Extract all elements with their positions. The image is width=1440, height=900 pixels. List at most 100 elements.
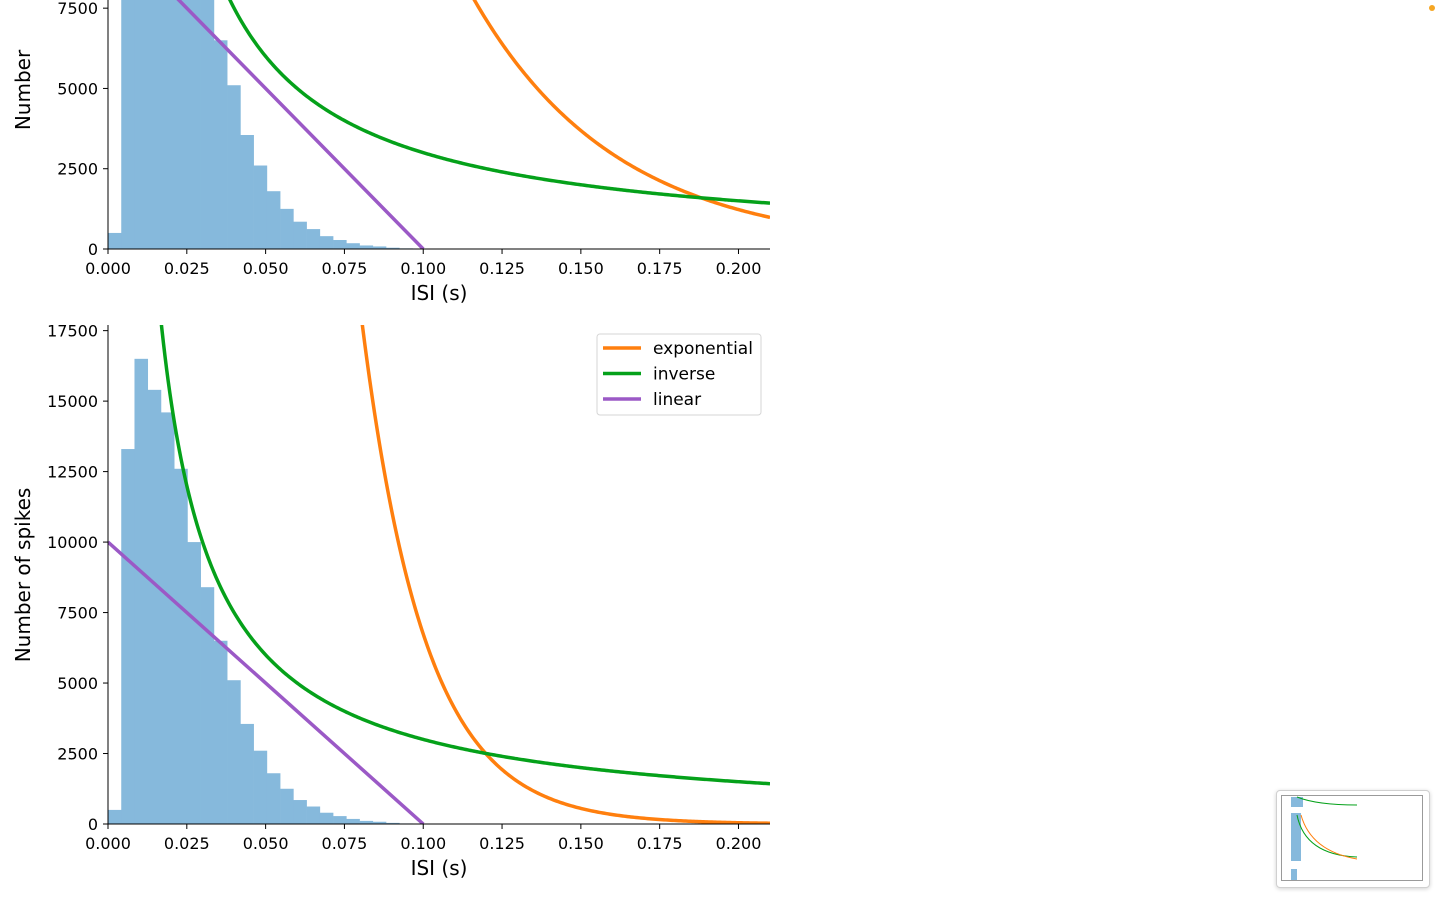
histogram-bar (108, 809, 122, 824)
x-tick-label: 0.200 (716, 834, 762, 853)
histogram-bar (372, 246, 387, 249)
histogram-bar (253, 165, 268, 249)
histogram-bar (174, 468, 188, 824)
x-tick-label: 0.050 (243, 259, 289, 278)
x-tick-label: 0.025 (164, 259, 210, 278)
x-tick-label: 0.125 (479, 834, 525, 853)
y-axis-label: Number of spikes (11, 488, 35, 663)
histogram-bar (187, 542, 201, 824)
histogram-bar (333, 240, 347, 249)
linear-curve (176, 0, 425, 249)
y-tick-label: 2500 (57, 160, 98, 179)
histogram-bar (121, 0, 135, 249)
minimap-curve-3 (1300, 814, 1358, 860)
x-tick-label: 0.100 (400, 259, 446, 278)
minimap-viewport-frame[interactable] (1281, 795, 1423, 881)
histogram-bar (359, 245, 374, 249)
histogram-bar (147, 389, 162, 824)
histogram-bar (134, 358, 149, 824)
x-tick-label: 0.100 (400, 834, 446, 853)
legend: exponential inverse linear (596, 333, 762, 416)
histogram-bar (227, 85, 241, 249)
x-tick-label: 0.125 (479, 259, 525, 278)
histogram-bar (266, 773, 281, 824)
x-tick-label: 0.000 (85, 834, 131, 853)
legend-label-exponential: exponential (653, 339, 753, 359)
histogram-bar (200, 587, 215, 824)
minimap-page (1281, 795, 1423, 881)
inverse-curve (228, 0, 770, 205)
histogram-bar (359, 820, 374, 824)
y-tick-label: 15000 (47, 392, 98, 411)
minimap-curve-2 (1296, 814, 1358, 858)
x-tick-label: 0.000 (85, 259, 131, 278)
histogram-bar (293, 221, 307, 249)
minimap-navigator[interactable] (1276, 790, 1430, 888)
x-axis-label: ISI (s) (411, 281, 468, 305)
histogram-bar (160, 412, 175, 824)
y-tick-label: 7500 (57, 604, 98, 623)
plot-area (108, 325, 770, 824)
x-tick-label: 0.175 (637, 834, 683, 853)
histogram-bar (200, 0, 215, 249)
histogram-bar (293, 800, 307, 824)
y-tick-label: 10000 (47, 533, 98, 552)
bottom-panel: 0.000 0.025 0.050 0.075 0.100 0.125 0.150 0.175… (11, 322, 770, 880)
x-tick-label: 0.025 (164, 834, 210, 853)
minimap-curve-1 (1296, 796, 1358, 806)
histogram-bar (372, 821, 387, 824)
histogram-bar (240, 723, 254, 824)
y-tick-label: 12500 (47, 463, 98, 482)
legend-box (596, 333, 762, 416)
linear-curve (108, 540, 425, 824)
x-tick-label: 0.200 (716, 259, 762, 278)
histogram-bar (386, 822, 400, 824)
histogram-bar (346, 243, 360, 249)
histogram-bar (333, 816, 347, 824)
y-tick-label: 5000 (57, 674, 98, 693)
minimap-hist-1 (1291, 797, 1303, 807)
x-tick-label: 0.175 (637, 259, 683, 278)
exponential-curve (472, 0, 770, 220)
exponential-curve (360, 325, 770, 824)
x-tick-label: 0.075 (322, 834, 368, 853)
x-tick-label: 0.150 (558, 834, 604, 853)
histogram-bar (346, 818, 360, 824)
histogram-bar (280, 788, 294, 824)
histogram-bar (121, 449, 135, 824)
x-tick-label: 0.150 (558, 259, 604, 278)
histogram-bar (187, 0, 201, 249)
histogram-bar (319, 236, 334, 249)
y-tick-label: 17500 (47, 322, 98, 341)
y-tick-label: 2500 (57, 745, 98, 764)
histogram-bar (253, 750, 268, 824)
y-tick-label: 0 (88, 240, 98, 259)
histogram-bar (280, 208, 294, 249)
legend-label-linear: linear (653, 390, 701, 410)
histogram-bar (306, 806, 321, 824)
x-tick-label: 0.050 (243, 834, 289, 853)
legend-label-inverse: inverse (653, 365, 715, 385)
minimap-thumbnail (1281, 795, 1423, 881)
x-axis-label: ISI (s) (411, 856, 468, 880)
status-indicator-dot (1429, 5, 1435, 11)
y-axis-label: Number (11, 49, 35, 130)
x-tick-label: 0.075 (322, 259, 368, 278)
histogram-bar (108, 232, 122, 249)
inverse-curve (159, 325, 770, 786)
histogram-bar (306, 229, 321, 249)
y-tick-label: 0 (88, 815, 98, 834)
histogram-bar (319, 812, 334, 824)
top-panel: 0.000 0.025 0.050 0.075 0.100 0.125 0.150 0.175… (11, 0, 770, 305)
histogram-bar (266, 191, 281, 249)
histogram-bar (160, 0, 175, 249)
minimap-hist-3 (1291, 869, 1297, 881)
y-tick-label: 5000 (57, 79, 98, 98)
plot-area (108, 0, 770, 249)
histogram-bar (227, 680, 241, 824)
y-tick-label: 7500 (57, 0, 98, 18)
histogram-bar (240, 135, 254, 249)
histogram-bar (174, 0, 188, 249)
histogram-bar (213, 40, 228, 249)
histogram-bar (386, 247, 400, 249)
